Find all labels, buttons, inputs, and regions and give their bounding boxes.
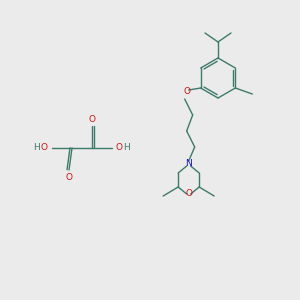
Text: O: O bbox=[65, 172, 73, 182]
Text: O: O bbox=[116, 143, 122, 152]
Text: O: O bbox=[40, 143, 47, 152]
Text: O: O bbox=[183, 88, 190, 97]
Text: H: H bbox=[123, 143, 129, 152]
Text: N: N bbox=[185, 158, 192, 167]
Text: O: O bbox=[88, 115, 95, 124]
Text: O: O bbox=[185, 190, 192, 199]
Text: H: H bbox=[34, 143, 40, 152]
